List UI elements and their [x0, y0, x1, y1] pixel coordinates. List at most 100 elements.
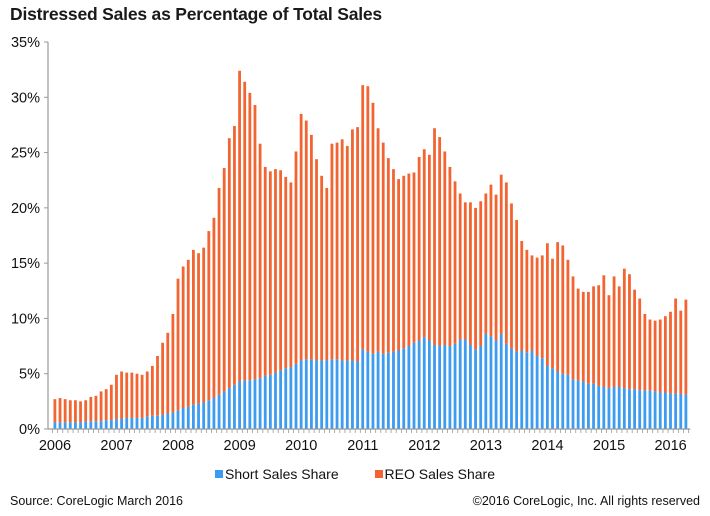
- bar-reo-sales: [361, 85, 365, 350]
- legend-item-reo-sales: REO Sales Share: [374, 466, 495, 482]
- bar-reo-sales: [392, 169, 395, 352]
- bar-reo-sales: [433, 128, 436, 345]
- bar-short-sales: [504, 343, 508, 429]
- bar-short-sales: [551, 368, 554, 429]
- bar-short-sales: [176, 410, 180, 429]
- bar-short-sales: [494, 340, 498, 429]
- bar-short-sales: [638, 390, 642, 429]
- bar-reo-sales: [253, 105, 257, 380]
- bar-short-sales: [197, 403, 200, 429]
- bar-reo-sales: [325, 187, 329, 361]
- chart-title: Distressed Sales as Percentage of Total …: [10, 4, 382, 24]
- bar-reo-sales: [274, 169, 277, 373]
- bar-short-sales: [663, 392, 667, 429]
- bar-short-sales: [566, 374, 570, 429]
- bar-reo-sales: [402, 175, 406, 349]
- copyright-note: ©2016 CoreLogic, Inc. All rights reserve…: [472, 494, 700, 508]
- bar-short-sales: [592, 383, 595, 429]
- bar-reo-sales: [192, 249, 195, 405]
- bar-short-sales: [299, 360, 303, 429]
- bar-short-sales: [499, 333, 503, 429]
- bar-reo-sales: [197, 253, 200, 404]
- bar-reo-sales: [397, 179, 401, 351]
- bar-short-sales: [458, 339, 462, 429]
- y-tick-label: 20%: [11, 201, 40, 217]
- bar-short-sales: [674, 393, 678, 429]
- bar-short-sales: [74, 422, 77, 429]
- bar-short-sales: [658, 392, 662, 429]
- bar-short-sales: [556, 371, 560, 429]
- bars-group: [53, 70, 688, 429]
- bar-reo-sales: [628, 274, 631, 390]
- bar-reo-sales: [207, 231, 211, 401]
- bar-short-sales: [381, 353, 385, 429]
- bar-short-sales: [643, 390, 647, 429]
- bar-short-sales: [263, 375, 267, 429]
- bar-reo-sales: [412, 172, 416, 343]
- bar-reo-sales: [125, 372, 129, 418]
- bar-reo-sales: [381, 142, 385, 354]
- y-tick-label: 5%: [19, 367, 40, 383]
- bar-reo-sales: [448, 166, 452, 347]
- bar-short-sales: [545, 365, 549, 429]
- bar-short-sales: [412, 342, 416, 429]
- bar-short-sales: [587, 383, 590, 429]
- bar-reo-sales: [617, 286, 621, 387]
- bar-short-sales: [289, 367, 293, 429]
- x-tick-label: 2016: [654, 438, 686, 454]
- bar-short-sales: [268, 374, 272, 429]
- bar-reo-sales: [566, 259, 570, 375]
- bar-reo-sales: [494, 194, 498, 341]
- bar-short-sales: [469, 344, 472, 429]
- bar-reo-sales: [530, 255, 534, 351]
- bar-short-sales: [417, 340, 421, 429]
- bar-short-sales: [233, 384, 236, 429]
- bar-reo-sales: [545, 243, 549, 366]
- bar-reo-sales: [520, 241, 524, 351]
- bar-reo-sales: [674, 298, 678, 394]
- bar-reo-sales: [310, 134, 313, 360]
- bar-short-sales: [422, 337, 426, 429]
- bar-reo-sales: [166, 332, 170, 414]
- bar-short-sales: [376, 351, 380, 429]
- bar-reo-sales: [622, 268, 626, 389]
- bar-reo-sales: [602, 275, 606, 387]
- bar-reo-sales: [315, 159, 318, 361]
- bar-reo-sales: [263, 166, 267, 376]
- bar-reo-sales: [474, 207, 477, 350]
- bar-short-sales: [633, 389, 636, 429]
- bar-reo-sales: [587, 291, 590, 384]
- bar-reo-sales: [484, 193, 488, 334]
- bar-short-sales: [669, 393, 672, 429]
- bar-short-sales: [392, 351, 395, 429]
- bar-short-sales: [340, 360, 344, 429]
- bar-reo-sales: [679, 310, 683, 394]
- bar-reo-sales: [607, 295, 611, 389]
- bar-short-sales: [448, 346, 452, 429]
- bar-reo-sales: [540, 255, 544, 359]
- bar-reo-sales: [268, 171, 272, 375]
- legend-swatch-reo-sales: [374, 470, 383, 478]
- x-tick-label: 2013: [470, 438, 502, 454]
- bar-reo-sales: [469, 202, 472, 345]
- bar-short-sales: [453, 343, 457, 429]
- bar-short-sales: [351, 360, 354, 429]
- bar-short-sales: [463, 339, 467, 429]
- bar-short-sales: [684, 394, 688, 429]
- bar-reo-sales: [489, 184, 493, 337]
- bar-reo-sales: [58, 398, 62, 423]
- bar-short-sales: [427, 340, 431, 429]
- bar-reo-sales: [217, 187, 221, 395]
- bar-reo-sales: [320, 175, 324, 361]
- x-tick-label: 2012: [408, 438, 440, 454]
- bar-short-sales: [617, 386, 621, 429]
- bar-reo-sales: [171, 314, 175, 413]
- bar-reo-sales: [130, 372, 134, 418]
- bar-short-sales: [161, 414, 165, 429]
- bar-reo-sales: [407, 173, 411, 347]
- bar-reo-sales: [294, 151, 298, 364]
- bar-reo-sales: [238, 70, 241, 382]
- bar-reo-sales: [643, 314, 647, 391]
- bar-short-sales: [315, 360, 318, 429]
